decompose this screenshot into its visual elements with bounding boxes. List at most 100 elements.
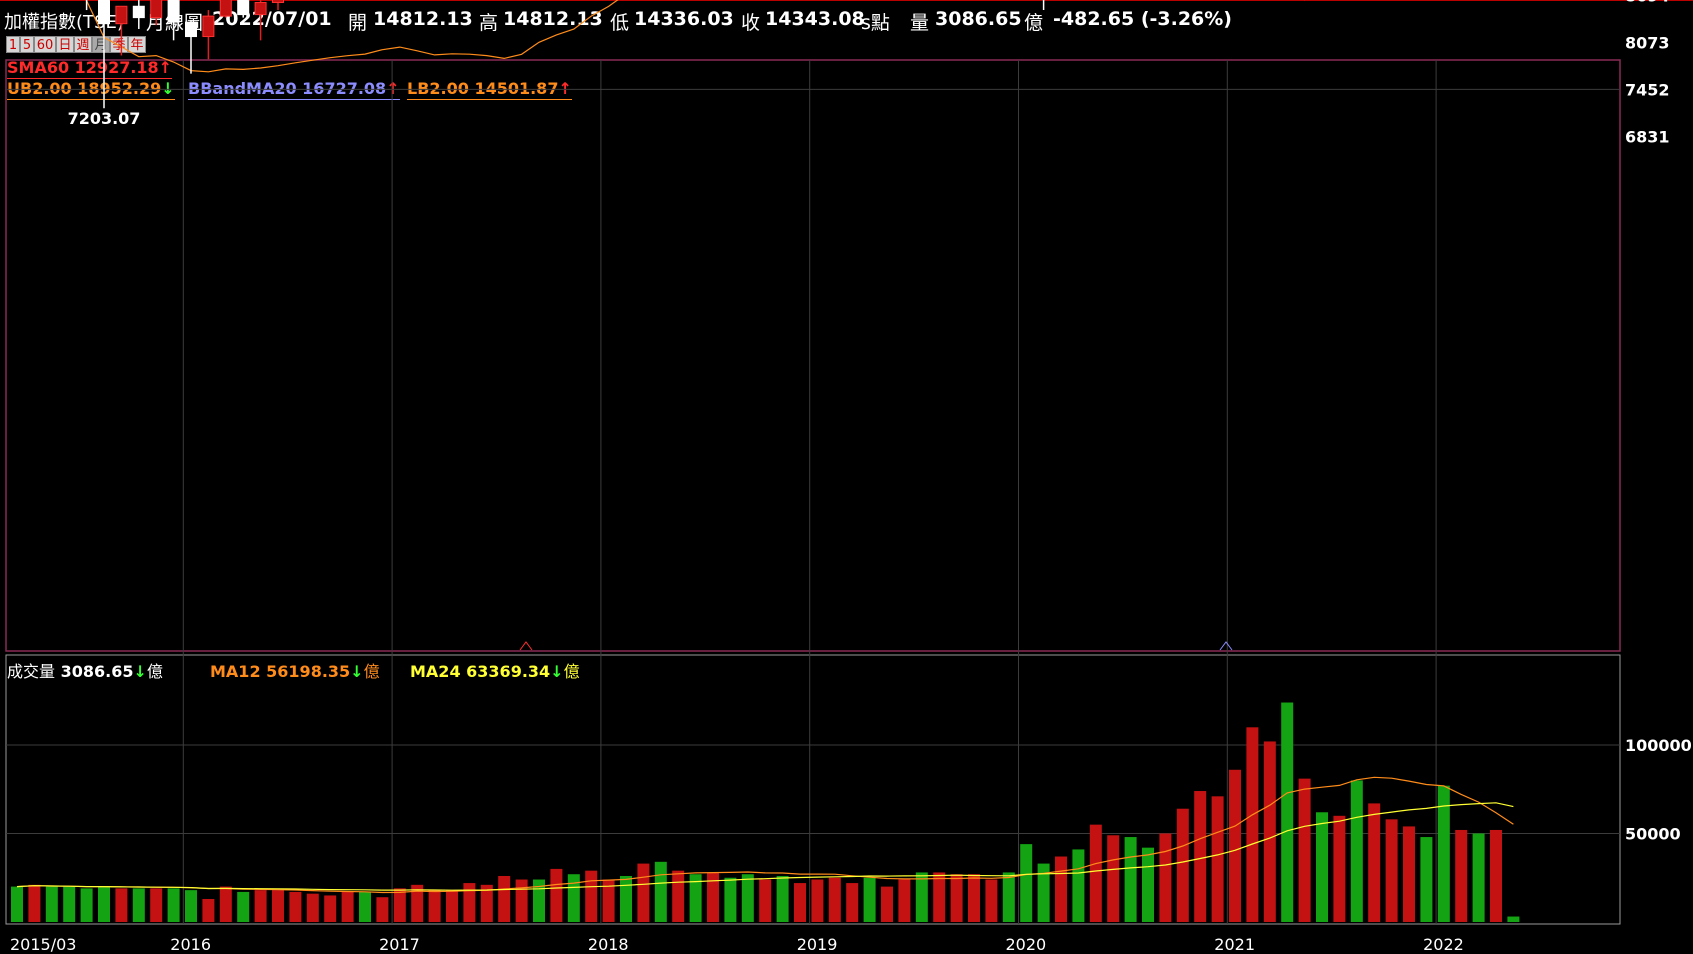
- volume-bar: [968, 874, 980, 922]
- candle: [219, 0, 232, 18]
- candle-body: [132, 5, 145, 19]
- volume-bar: [306, 893, 319, 922]
- volume-bar: [376, 897, 389, 922]
- period-button-2[interactable]: 60: [34, 36, 56, 53]
- volume-bar: [1072, 849, 1085, 922]
- volume-bar: [881, 886, 893, 922]
- volume-bar: [1490, 829, 1502, 922]
- volume-bar: [637, 863, 650, 922]
- period-button-4[interactable]: 週: [74, 36, 92, 53]
- bband-indicator: BBandMA20 16727.08↑: [188, 79, 400, 100]
- volume-bar: [654, 861, 667, 922]
- volume-bar: [202, 898, 215, 922]
- volume-bar: [498, 875, 511, 922]
- volume-bar: [863, 877, 876, 922]
- candle-body: [254, 1, 267, 16]
- volume-bar: [98, 886, 110, 922]
- volume-bar: [1229, 769, 1241, 922]
- volume-bar: [115, 888, 128, 922]
- vol-ma24-arrow-icon: ↓: [550, 662, 564, 681]
- volume-bar: [132, 888, 145, 922]
- volume-bar: [11, 886, 23, 922]
- open-value: 14812.13: [373, 8, 473, 30]
- volume-bar: [1455, 829, 1468, 922]
- volume-bar: [272, 890, 284, 922]
- volume-bar: [689, 874, 702, 922]
- volume-bar: [1316, 812, 1328, 922]
- high-value: 14812.13: [503, 8, 603, 30]
- volume-bar: [446, 890, 458, 922]
- candle-body: [167, 0, 180, 23]
- volume-bar: [428, 890, 441, 922]
- candle: [132, 0, 145, 29]
- candle-body: [98, 0, 110, 25]
- candle: [237, 0, 250, 18]
- volume-bar: [1385, 819, 1398, 922]
- candle: [98, 0, 110, 109]
- volume-bar: [1263, 741, 1276, 922]
- candle: [115, 5, 128, 56]
- candle-body: [219, 0, 232, 17]
- candle: [202, 10, 215, 60]
- volume-bar: [550, 868, 563, 922]
- volume-bar: [1420, 837, 1433, 922]
- vol-ma12-arrow-icon: ↓: [350, 662, 364, 681]
- period-button-0[interactable]: 1: [6, 36, 20, 53]
- vol-ma12-unit: 億: [363, 662, 380, 681]
- x-axis-label: 2020: [1006, 935, 1047, 954]
- volume-bar: [1333, 815, 1346, 922]
- candle-body: [202, 15, 215, 38]
- x-axis-label: 2015/03: [10, 935, 76, 954]
- volume-bar: [219, 886, 232, 922]
- volume-bar: [1298, 778, 1311, 922]
- volume-bar: [254, 890, 267, 922]
- period-button-7[interactable]: 年: [128, 36, 146, 53]
- bband-arrow-icon: ↑: [386, 79, 400, 98]
- low-value: 14336.03: [634, 8, 734, 30]
- candle: [1042, 0, 1045, 11]
- volume-bar: [167, 888, 180, 922]
- volume-ma12-line: [16, 776, 1514, 894]
- volume-tick-label: 100000: [1625, 736, 1692, 755]
- volume-bar: [1368, 803, 1381, 922]
- vol-ma24-value: 63369.34: [466, 662, 551, 681]
- volume-bar: [515, 879, 528, 922]
- x-axis-label: 2018: [588, 935, 629, 954]
- volume-label: 量: [910, 12, 930, 34]
- sma60-indicator: SMA60 12927.18↑: [7, 58, 173, 79]
- x-axis-label: 2017: [379, 935, 420, 954]
- volume-panel-frame: [5, 654, 1621, 925]
- period-button-3[interactable]: 日: [56, 36, 74, 53]
- volume-bar: [1055, 856, 1067, 922]
- volume-bar: [1472, 833, 1485, 922]
- volume-ind-unit: 億: [146, 662, 163, 681]
- x-axis-label: 2021: [1214, 935, 1255, 954]
- volume-bar: [1142, 847, 1154, 922]
- candle-body: [237, 0, 250, 16]
- ub-arrow-icon: ↓: [161, 79, 175, 98]
- marker-icon: [519, 641, 533, 651]
- low-label: 低: [610, 12, 630, 34]
- volume-bar: [1002, 872, 1015, 922]
- period-button-1[interactable]: 5: [20, 36, 34, 53]
- volume-bar: [985, 879, 998, 922]
- volume-bar: [1281, 702, 1294, 922]
- volume-bar: [324, 895, 337, 922]
- volume-bar: [794, 883, 806, 922]
- volume-bar: [1176, 808, 1189, 922]
- volume-ind-value: 3086.65: [60, 662, 134, 681]
- open-label: 開: [348, 12, 368, 34]
- volume-bar: [950, 874, 963, 922]
- price-annotation: 7203.07: [68, 109, 141, 128]
- volume-bar: [1159, 833, 1172, 922]
- vol-ma24-indicator: MA24 63369.34↓億: [410, 658, 580, 682]
- ub-indicator: UB2.00 18952.29↓: [7, 79, 175, 100]
- volume-bar: [1211, 796, 1224, 922]
- lower-band-line: [85, 0, 1305, 73]
- sma60-label: SMA60 12927.18: [7, 58, 159, 77]
- change-value: -482.65 (-3.26%): [1053, 8, 1232, 30]
- volume-bar: [393, 888, 406, 922]
- unit-label: s點: [861, 12, 890, 34]
- volume-bar: [1089, 824, 1102, 922]
